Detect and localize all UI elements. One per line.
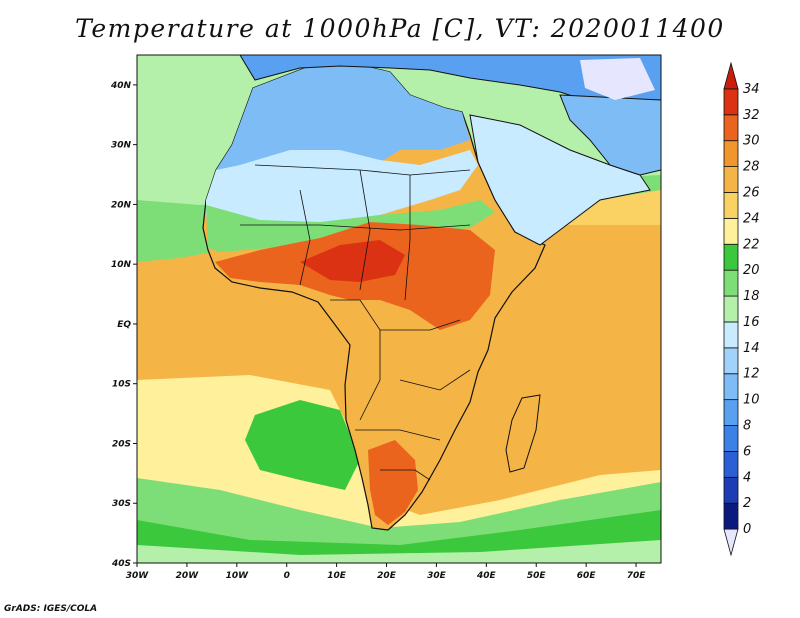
map-frame [136,54,662,564]
lon-tick-label: 30W [126,571,150,581]
colorbar-level-label: 32 [743,108,760,123]
lon-tick-label: 20E [377,571,397,581]
tropical-hottest-zone [300,240,405,282]
colorbar-level-label: 24 [743,211,760,226]
colorbar-level-label: 22 [743,237,760,252]
lon-tick-label: 60E [577,571,597,581]
map-title: Temperature at 1000hPa [C], VT: 20200114… [75,14,725,43]
colorbar-level-label: 0 [743,522,751,537]
colorbar-swatch [723,295,739,323]
lon-tick-label: 70E [627,571,647,581]
colorbar-level-label: 34 [743,82,760,97]
lon-tick-label: 30E [427,571,447,581]
colorbar-swatch [723,166,739,193]
lon-tick-label: 40E [476,571,497,581]
lat-tick-label: 10N [111,260,132,270]
colorbar-swatch [723,528,739,557]
colorbar-swatch [723,502,739,530]
colorbar-level-label: 10 [743,393,760,408]
colorbar-swatch [723,114,739,142]
lon-tick-label: 0 [284,571,290,581]
southern-hot-zone [368,440,418,525]
colorbar-swatch [723,269,739,297]
lat-tick-label: 40N [110,81,132,91]
colorbar-level-label: 14 [743,341,760,356]
colorbar-swatch [723,321,739,349]
lat-tick-label: 30S [112,499,131,509]
colorbar-level-label: 16 [743,315,760,330]
lon-tick-label: 20W [176,571,200,581]
lat-tick-label: 10S [112,380,131,390]
colorbar-swatch [723,347,739,375]
lat-tick-label: 20N [111,200,132,210]
colorbar-level-label: 20 [743,263,760,278]
colorbar-swatch [723,476,739,504]
longitude-axis: 30W 20W 10W 0 10E 20E 30E 40E 50E 60E 70E [126,563,646,581]
lon-tick-label: 10E [327,571,347,581]
colorbar-level-label: 30 [743,134,760,149]
colorbar-level-label: 12 [743,367,760,382]
arabia-land [469,114,651,246]
colorbar-swatch [723,61,739,90]
country-borders [240,164,471,481]
map-area [137,54,662,563]
colorbar-swatch [723,140,739,167]
colorbar-swatch [723,88,739,116]
lat-tick-label: EQ [117,320,131,330]
colorbar-swatch [723,451,739,478]
ocean-band-south-coldest [137,540,661,563]
lat-tick-label: 40S [111,559,131,569]
sahel-green-zone [206,200,495,252]
central-asia-cold [580,58,655,100]
ocean-cold-pool [245,400,360,490]
colorbar-level-label: 18 [743,289,760,304]
colorbar-swatch [723,399,739,426]
colorbar-swatch [723,217,739,245]
colorbar-level-label: 2 [743,496,751,511]
lon-tick-label: 10W [226,571,250,581]
colorbar-swatch [723,243,739,271]
colorbar-level-label: 4 [743,470,751,485]
colorbar-level-label: 26 [743,185,760,200]
colorbar-swatch [723,192,739,219]
colorbar-swatch [723,373,739,401]
madagascar-land [505,394,541,473]
colorbar-level-label: 8 [743,419,751,434]
credit-text: GrADS: IGES/COLA [4,604,98,614]
lon-tick-label: 50E [527,571,547,581]
lat-tick-label: 30N [111,141,132,151]
colorbar-level-label: 6 [743,444,751,459]
colorbar-swatch [723,425,739,452]
colorbar-level-label: 28 [743,160,760,175]
latitude-axis: 40N 30N 20N 10N EQ 10S 20S 30S 40S [110,81,137,569]
lat-tick-label: 20S [112,439,131,449]
sahara-mild-zone [206,150,478,225]
